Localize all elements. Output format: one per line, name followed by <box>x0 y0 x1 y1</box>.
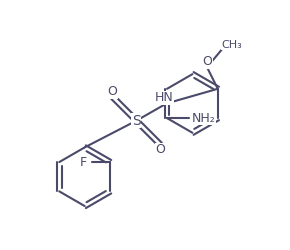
Text: F: F <box>80 156 87 168</box>
Text: CH₃: CH₃ <box>221 40 242 50</box>
Text: S: S <box>132 114 141 128</box>
Text: NH₂: NH₂ <box>192 112 215 124</box>
Text: HN: HN <box>155 91 174 104</box>
Text: O: O <box>202 55 212 68</box>
Text: O: O <box>108 85 118 98</box>
Text: O: O <box>155 144 165 156</box>
